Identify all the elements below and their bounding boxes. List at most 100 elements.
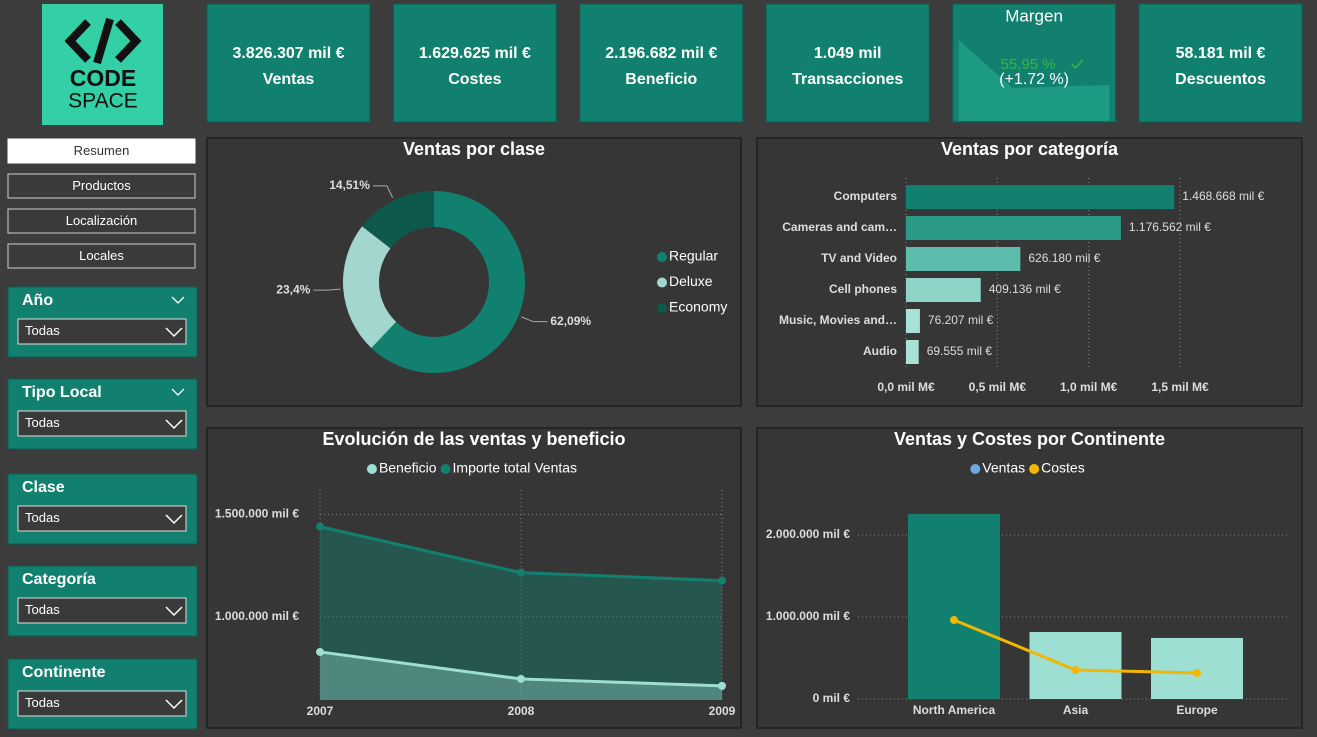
dropdown-box <box>17 410 187 437</box>
nav-button-bg <box>7 208 196 234</box>
logo-icon <box>64 17 142 65</box>
kpi-card <box>206 3 371 123</box>
x-tick-label: 0,5 mil M€ <box>969 380 1027 394</box>
chart-title: Ventas por clase <box>403 139 545 159</box>
bar <box>906 309 920 333</box>
dropdown-value[interactable]: Todas <box>25 510 60 525</box>
kpi-title: Margen <box>1005 6 1063 25</box>
point <box>517 674 525 683</box>
bar <box>1151 637 1243 699</box>
legend-swatch <box>440 464 451 474</box>
nav-button[interactable]: Locales <box>7 243 196 269</box>
dropdown-value[interactable]: Todas <box>25 323 60 338</box>
category-label: TV and Video <box>821 251 897 265</box>
filter-collapse[interactable] <box>171 388 185 396</box>
dropdown-box <box>17 597 187 624</box>
legend-swatch <box>970 464 981 474</box>
chart-panel <box>206 137 742 407</box>
nav-button-label[interactable]: Resumen <box>74 143 130 158</box>
data-label: 23,4% <box>276 282 310 296</box>
point <box>1193 669 1201 678</box>
donut-slice <box>343 226 397 348</box>
leader-line <box>521 316 548 323</box>
data-label: 409.136 mil € <box>989 282 1061 296</box>
dropdown-chevron <box>165 514 183 525</box>
point <box>1071 665 1080 674</box>
bar <box>906 185 1175 209</box>
filter-label: Categoría <box>22 571 96 588</box>
chart-title: Ventas y Costes por Continente <box>894 429 1165 449</box>
x-tick-label: 2009 <box>709 704 736 718</box>
kpi-card <box>765 3 930 123</box>
x-tick-label: Europe <box>1176 703 1218 717</box>
legend-swatch <box>657 252 667 262</box>
kpi-value: 2.196.682 mil € <box>605 45 717 62</box>
dropdown-value[interactable]: Todas <box>25 415 60 430</box>
legend-label: Deluxe <box>669 273 713 289</box>
x-tick-label: North America <box>913 703 996 717</box>
category-label: Audio <box>863 344 897 358</box>
nav-button[interactable]: Localización <box>7 208 196 234</box>
y-tick-label: 0 mil € <box>813 691 851 705</box>
filter-dropdown[interactable]: Todas <box>17 410 187 437</box>
dropdown-value[interactable]: Todas <box>25 602 60 617</box>
nav-button-label[interactable]: Productos <box>72 178 131 193</box>
category-label: Cameras and cam… <box>782 220 897 234</box>
data-label: 1.468.668 mil € <box>1182 189 1264 203</box>
filter-label: Tipo Local <box>22 384 102 401</box>
filter-dropdown[interactable]: Todas <box>17 690 187 717</box>
y-tick-label: 1.000.000 mil € <box>215 609 299 623</box>
kpi-change: (+1.72 %) <box>999 71 1069 88</box>
kpi-card <box>1138 3 1303 123</box>
leader-line <box>372 185 394 198</box>
legend: Ventas Costes <box>970 460 1085 476</box>
data-label: 14,51% <box>329 178 370 192</box>
filter-dropdown[interactable]: Todas <box>17 597 187 624</box>
kpi-value: 1.049 mil <box>814 45 882 62</box>
nav-button[interactable]: Resumen <box>7 138 196 164</box>
dropdown-value[interactable]: Todas <box>25 695 60 710</box>
logo-text: CODE <box>70 65 136 91</box>
kpi-label: Costes <box>448 71 501 88</box>
nav-button-label[interactable]: Locales <box>79 248 124 263</box>
kpi-label: Beneficio <box>625 71 697 88</box>
dropdown-chevron <box>165 419 183 430</box>
chart-title: Evolución de las ventas y beneficio <box>322 429 625 449</box>
filter-collapse[interactable] <box>171 296 185 304</box>
kpi-check <box>1071 59 1084 70</box>
area-fill <box>320 651 722 700</box>
point <box>950 616 958 625</box>
x-tick-label: 1,0 mil M€ <box>1060 380 1118 394</box>
data-label: 62,09% <box>550 314 591 328</box>
logo-text: SPACE <box>68 90 138 113</box>
filter-label: Clase <box>22 479 65 496</box>
kpi-label: Ventas <box>263 71 315 88</box>
kpi-card <box>392 3 557 123</box>
kpi-value: 58.181 mil € <box>1176 45 1266 62</box>
donut-slice <box>371 191 526 373</box>
legend-label: Ventas <box>982 460 1025 476</box>
nav-button-bg <box>7 243 196 269</box>
point <box>718 576 726 585</box>
nav-button[interactable]: Productos <box>7 173 196 199</box>
bar <box>1029 632 1122 699</box>
nav-button-bg <box>7 138 196 164</box>
point <box>316 522 324 531</box>
dropdown-box <box>17 318 187 345</box>
filter-dropdown[interactable]: Todas <box>17 318 187 345</box>
kpi-card <box>952 3 1117 123</box>
kpi-value: 3.826.307 mil € <box>232 45 344 62</box>
filter-label: Continente <box>22 664 106 681</box>
legend-swatch <box>366 464 377 474</box>
filter-dropdown[interactable]: Todas <box>17 505 187 532</box>
kpi-sparkline <box>958 40 1110 121</box>
leader-line <box>313 288 341 291</box>
data-label: 69.555 mil € <box>927 344 993 358</box>
y-tick-label: 2.000.000 mil € <box>766 527 850 541</box>
x-tick-label: 2008 <box>508 704 535 718</box>
dropdown-box <box>17 505 187 532</box>
nav-button-label[interactable]: Localización <box>66 213 138 228</box>
bar <box>906 216 1121 240</box>
